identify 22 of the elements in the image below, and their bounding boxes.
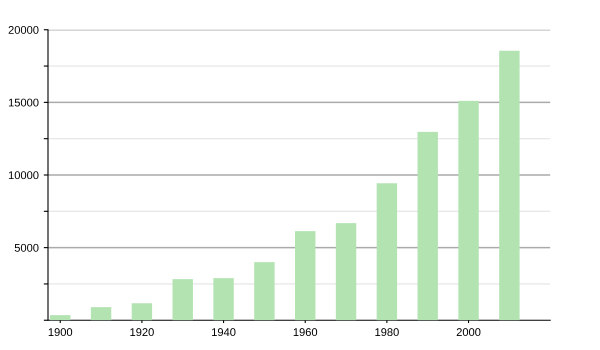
bar (295, 231, 316, 320)
y-tick-label: 15000 (8, 98, 39, 107)
bar (50, 315, 70, 320)
x-tick-label: 1980 (375, 328, 399, 336)
x-tick-label: 1920 (130, 328, 154, 336)
x-tick-label: 2000 (456, 328, 480, 336)
bar (499, 50, 520, 320)
bar (132, 303, 152, 320)
bar (254, 262, 275, 320)
x-tick-label: 1940 (212, 328, 236, 336)
bar (376, 183, 398, 320)
y-tick-label: 5000 (14, 244, 39, 252)
y-tick-label: 20000 (8, 26, 39, 34)
bar (172, 279, 193, 320)
bar (90, 307, 112, 320)
bar (458, 100, 479, 320)
bar (336, 223, 356, 320)
bar (213, 278, 234, 320)
y-tick-label: 10000 (8, 171, 39, 180)
x-tick-label: 1900 (48, 328, 72, 336)
bar (418, 132, 438, 320)
x-tick-label: 1960 (294, 328, 318, 336)
